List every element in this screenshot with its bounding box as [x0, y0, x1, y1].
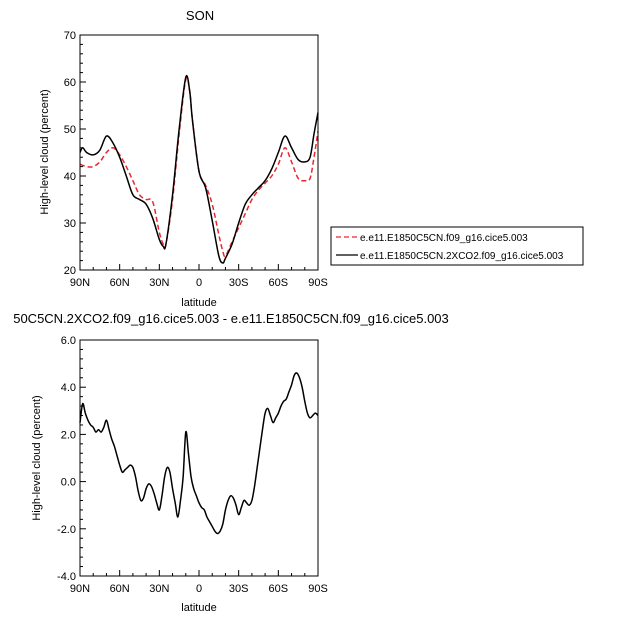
- chart1-x-tick-labels: 90N 60N 30N 0 30S 60S 90S: [70, 277, 328, 289]
- y-tick-label: 60: [64, 77, 76, 89]
- y-tick-label: 50: [64, 124, 76, 136]
- chart1-xlabel: latitude: [181, 297, 216, 309]
- bottom-chart: 50C5CN.2XCO2.f09_g16.cice5.003 - e.e11.E…: [13, 311, 449, 614]
- p2-series-line-0: [79, 372, 319, 535]
- x-tick-label: 30S: [229, 583, 249, 595]
- chart2-series: [79, 372, 319, 535]
- x-tick-label: 30N: [149, 277, 169, 289]
- chart2-x-tick-labels: 90N 60N 30N 0 30S 60S 90S: [70, 583, 328, 595]
- x-tick-label: 60S: [269, 277, 289, 289]
- x-tick-label: 30N: [149, 583, 169, 595]
- chart1-plot-frame: [79, 34, 319, 271]
- chart2-title: 50C5CN.2XCO2.f09_g16.cice5.003 - e.e11.E…: [13, 311, 449, 326]
- y-tick-label: 4.0: [61, 382, 76, 394]
- y-tick-label: 40: [64, 171, 76, 183]
- legend-box: [330, 226, 584, 266]
- chart1-title: SON: [186, 8, 214, 23]
- chart2-ylabel: High-level cloud (percent): [31, 395, 43, 520]
- x-tick-label: 90S: [308, 583, 328, 595]
- y-tick-label: -4.0: [57, 571, 76, 583]
- chart1-legend: e.e11.E1850C5CN.f09_g16.cice5.003 e.e11.…: [330, 226, 584, 266]
- chart1-y-tick-labels: 20 30 40 50 60 70: [64, 30, 76, 277]
- x-tick-label: 90N: [70, 583, 90, 595]
- x-tick-label: 0: [196, 583, 202, 595]
- x-tick-label: 60S: [269, 583, 289, 595]
- chart2-ticks: [79, 339, 319, 577]
- chart2-xlabel: latitude: [181, 602, 216, 614]
- p1-series-line-1: [79, 75, 319, 264]
- x-tick-label: 0: [196, 277, 202, 289]
- y-tick-label: 20: [64, 265, 76, 277]
- y-tick-label: 70: [64, 30, 76, 42]
- y-tick-label: -2.0: [57, 524, 76, 536]
- x-tick-label: 60N: [110, 277, 130, 289]
- y-tick-label: 0.0: [61, 477, 76, 489]
- y-tick-label: 6.0: [61, 335, 76, 347]
- legend-entry-control: e.e11.E1850C5CN.f09_g16.cice5.003: [360, 233, 528, 244]
- y-tick-label: 30: [64, 218, 76, 230]
- x-tick-label: 90S: [308, 277, 328, 289]
- chart1-series: [79, 75, 319, 264]
- chart2-y-tick-labels: -4.0 -2.0 0.0 2.0 4.0 6.0: [57, 335, 76, 583]
- chart1-ylabel: High-level cloud (percent): [39, 89, 51, 214]
- x-tick-label: 30S: [229, 277, 249, 289]
- legend-entry-2xco2: e.e11.E1850C5CN.2XCO2.f09_g16.cice5.003: [360, 251, 564, 262]
- top-chart: SON 20 30 40 50 60 70 90N 60N 30N 0 30S 60S 90S lat…: [39, 8, 584, 309]
- x-tick-label: 60N: [110, 583, 130, 595]
- y-tick-label: 2.0: [61, 429, 76, 441]
- chart2-plot-frame: [79, 339, 319, 577]
- x-tick-label: 90N: [70, 277, 90, 289]
